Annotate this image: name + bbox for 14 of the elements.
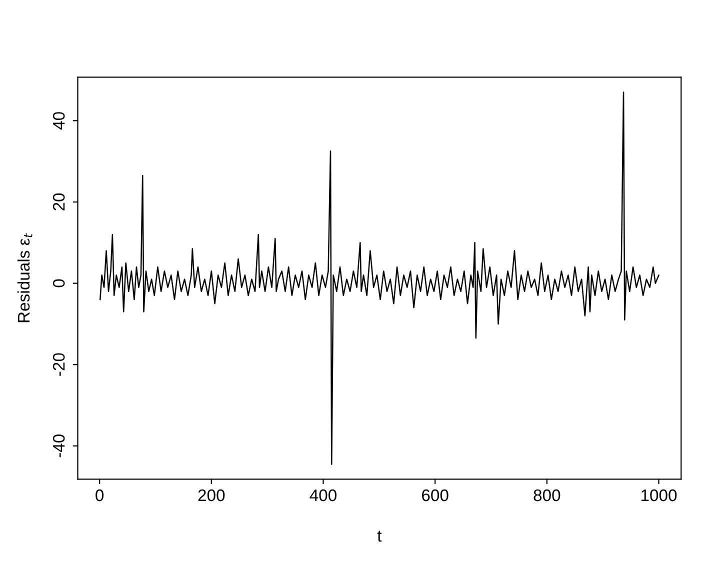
x-tick-label: 400 [310,489,336,502]
x-axis-title: t [377,530,382,542]
y-tick-label: 0 [52,279,65,288]
x-tick-label: 600 [422,489,448,502]
y-tick-label: 20 [52,193,65,210]
x-tick-label: 1000 [641,489,677,502]
y-tick-label: 40 [52,112,65,130]
line-series [100,92,660,465]
y-tick-label: -20 [52,353,65,376]
x-tick-label: 0 [96,489,104,502]
x-tick-label: 800 [534,489,560,502]
y-tick-label: -40 [52,434,65,458]
x-tick-label: 200 [198,489,225,502]
y-axis-title: Residuals ε$_{t}$ [17,233,32,322]
